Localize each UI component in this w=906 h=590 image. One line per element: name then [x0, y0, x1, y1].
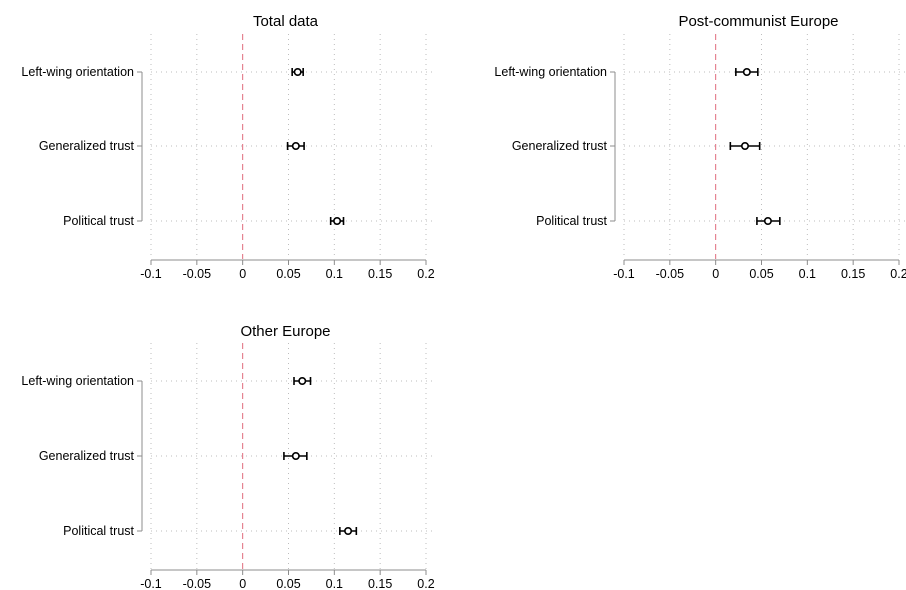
x-tick-label: -0.1 [140, 267, 162, 281]
category-label: Left-wing orientation [494, 65, 607, 79]
panel-title: Post-communist Europe [678, 13, 838, 30]
x-tick-label: -0.1 [613, 267, 635, 281]
x-tick-label: 0 [239, 577, 246, 590]
x-tick-label: 0.2 [417, 267, 434, 281]
category-label: Generalized trust [512, 139, 608, 153]
point-estimate [344, 526, 353, 535]
point-estimate [763, 217, 772, 226]
point-estimate [293, 68, 302, 77]
x-tick-label: 0.15 [368, 577, 392, 590]
x-tick-label: 0 [712, 267, 719, 281]
category-label: Left-wing orientation [21, 65, 134, 79]
x-tick-label: 0.1 [326, 577, 343, 590]
x-tick-label: 0.15 [368, 267, 392, 281]
panel-1: Total data Left-wing orientation Generaliz… [21, 13, 434, 281]
x-tick-label: -0.05 [183, 267, 212, 281]
point-estimate [298, 376, 307, 385]
point-estimate [742, 68, 751, 77]
category-label: Left-wing orientation [21, 374, 134, 388]
x-tick-label: 0.15 [841, 267, 865, 281]
point-estimate [291, 451, 300, 460]
x-tick-label: 0.05 [749, 267, 773, 281]
category-label: Generalized trust [39, 139, 135, 153]
x-tick-label: 0 [239, 267, 246, 281]
x-tick-label: -0.1 [140, 577, 162, 590]
x-tick-label: 0.1 [799, 267, 816, 281]
category-label: Political trust [63, 214, 134, 228]
panel-3: Other Europe Left-wing orientation General… [21, 323, 434, 590]
panel-title: Total data [253, 13, 319, 30]
point-estimate [291, 142, 300, 151]
point-estimate [333, 217, 342, 226]
panel-title: Other Europe [240, 323, 330, 340]
x-tick-label: -0.05 [183, 577, 212, 590]
category-label: Generalized trust [39, 449, 135, 463]
point-estimate [740, 142, 749, 151]
x-tick-label: -0.05 [656, 267, 685, 281]
x-tick-label: 0.2 [890, 267, 906, 281]
x-tick-label: 0.05 [276, 267, 300, 281]
x-tick-label: 0.1 [326, 267, 343, 281]
panel-2: Post-communist Europe Left-wing orientati… [494, 13, 906, 281]
x-tick-label: 0.05 [276, 577, 300, 590]
x-tick-label: 0.2 [417, 577, 434, 590]
category-label: Political trust [536, 214, 607, 228]
category-label: Political trust [63, 524, 134, 538]
